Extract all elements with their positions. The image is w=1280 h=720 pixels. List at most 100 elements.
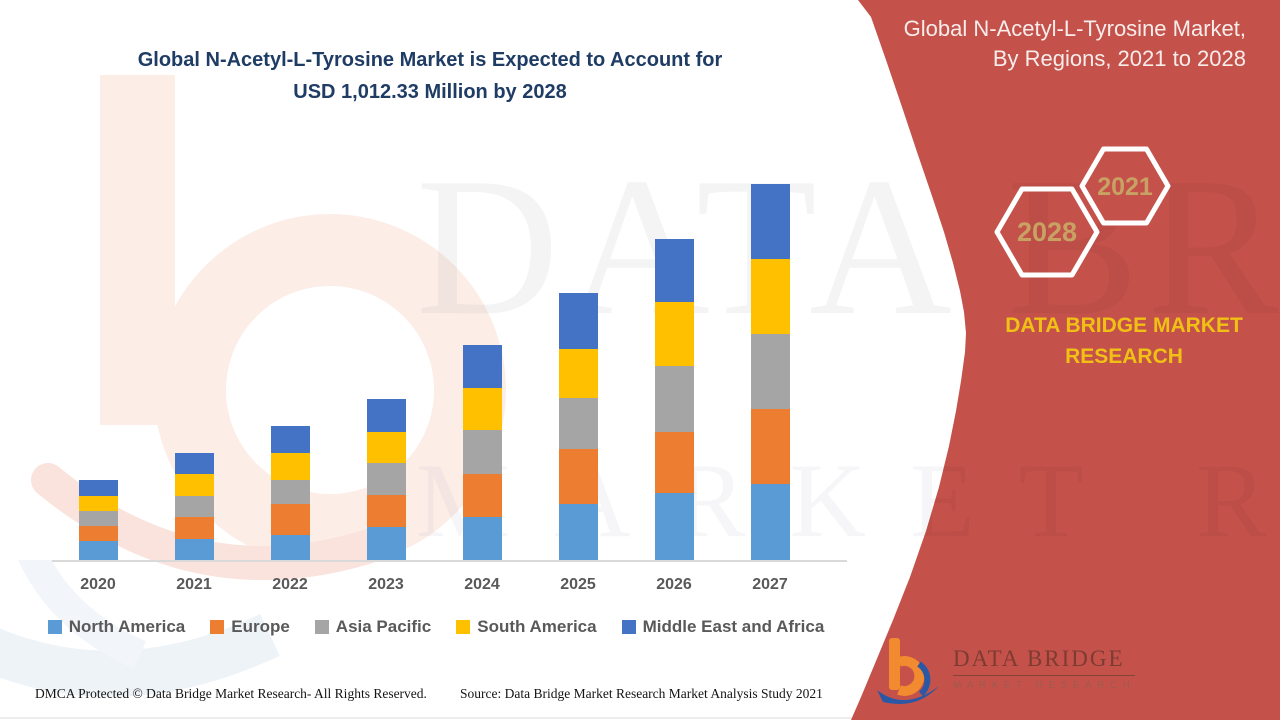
watermark-swoosh-2 — [18, 560, 147, 669]
bar-2020-segment-middle-east-and-africa — [78, 480, 118, 496]
bar-2027-segment-asia-pacific — [750, 334, 790, 409]
legend-label: Asia Pacific — [335, 617, 432, 636]
logo-subtext: MARKET RESEARCH — [953, 680, 1136, 691]
bar-2024-segment-north-america — [462, 517, 502, 560]
bar-2025-segment-asia-pacific — [558, 398, 598, 449]
bar-2025-segment-middle-east-and-africa — [558, 293, 598, 349]
logo-swoosh-icon — [877, 686, 939, 704]
bar-2022-segment-middle-east-and-africa — [270, 426, 310, 453]
bar-2021-segment-north-america — [174, 539, 214, 560]
legend-swatch-icon — [47, 620, 62, 634]
bottom-divider — [0, 717, 856, 719]
bar-2022-segment-asia-pacific — [270, 480, 310, 504]
bar-2024-segment-europe — [462, 474, 502, 517]
bar-2025-segment-south-america — [558, 349, 598, 398]
x-axis-label-2026: 2026 — [656, 576, 692, 593]
logo-b-stem — [889, 638, 900, 690]
bar-2024 — [462, 345, 502, 560]
x-axis-label-2021: 2021 — [176, 576, 212, 593]
bar-chart: 2020 2021 2022 2023 2024 2025 2026 2027 — [52, 184, 847, 593]
footer-source: Source: Data Bridge Market Research Mark… — [460, 686, 823, 701]
legend-item-europe: Europe — [210, 617, 290, 637]
hexagon-2028-label: 2028 — [1017, 217, 1077, 247]
sidebar-title: Global N-Acetyl-L-Tyrosine Market, By Re… — [904, 14, 1246, 74]
bar-2024-segment-south-america — [462, 388, 502, 430]
bar-2027-segment-north-america — [750, 484, 790, 560]
bar-2023-segment-south-america — [366, 432, 406, 463]
x-axis-label-2024: 2024 — [464, 576, 500, 593]
x-axis-label-2022: 2022 — [272, 576, 308, 593]
bar-2024-segment-middle-east-and-africa — [462, 345, 502, 388]
legend-swatch-icon — [314, 620, 329, 634]
x-axis-line — [52, 560, 847, 562]
bar-2026-segment-europe — [654, 432, 694, 493]
bar-2020-segment-north-america — [78, 541, 118, 560]
bar-2025-segment-europe — [558, 449, 598, 504]
legend-item-north-america: North America — [47, 617, 186, 637]
page-title: Global N-Acetyl-L-Tyrosine Market is Exp… — [55, 44, 805, 108]
logo-wordmark-text: DATA BRIDGE — [953, 646, 1136, 676]
bar-2020-segment-europe — [78, 526, 118, 541]
bar-2022-segment-south-america — [270, 453, 310, 480]
legend-item-south-america: South America — [456, 617, 597, 637]
bar-2022 — [270, 426, 310, 560]
bar-2021-segment-europe — [174, 517, 214, 539]
x-axis-label-2025: 2025 — [560, 576, 596, 593]
chart-legend: North America Europe Asia Pacific South Ame… — [16, 617, 856, 637]
bar-2027 — [750, 184, 790, 560]
legend-swatch-icon — [456, 620, 471, 634]
bar-2024-segment-asia-pacific — [462, 430, 502, 474]
bar-2022-segment-north-america — [270, 535, 310, 560]
brand-logo-icon — [877, 638, 939, 704]
x-axis-label-2020: 2020 — [80, 576, 116, 593]
hexagon-badges: 2028 2021 — [994, 146, 1171, 278]
legend-label: North America — [68, 617, 186, 636]
hexagon-2021-icon — [1079, 146, 1171, 226]
bar-2021-segment-south-america — [174, 474, 214, 496]
bar-2027-segment-middle-east-and-africa — [750, 184, 790, 259]
brand-text: DATA BRIDGE MARKET RESEARCH — [984, 310, 1264, 372]
legend-swatch-icon — [621, 620, 636, 634]
logo-d-curve — [917, 661, 931, 697]
legend-swatch-icon — [210, 620, 225, 634]
logo-b-bowl — [897, 656, 925, 696]
bar-2021-segment-middle-east-and-africa — [174, 453, 214, 474]
bar-2026-segment-south-america — [654, 302, 694, 366]
bar-2021 — [174, 453, 214, 560]
legend-label: South America — [477, 617, 597, 636]
x-axis-label-2027: 2027 — [752, 576, 788, 593]
bar-2026 — [654, 239, 694, 560]
bar-2026-segment-asia-pacific — [654, 366, 694, 432]
page-title-line-1: Global N-Acetyl-L-Tyrosine Market is Exp… — [137, 49, 723, 71]
legend-label: Europe — [231, 617, 290, 636]
bar-2025-segment-north-america — [558, 504, 598, 560]
brand-logo-wordmark: DATA BRIDGE MARKET RESEARCH — [953, 646, 1136, 691]
bar-2025 — [558, 293, 598, 560]
footer-copyright: DMCA Protected © Data Bridge Market Rese… — [35, 686, 427, 701]
bar-2021-segment-asia-pacific — [174, 496, 214, 517]
brand-text-line-1: DATA BRIDGE MARKET — [1005, 314, 1243, 337]
bar-2023-segment-middle-east-and-africa — [366, 399, 406, 432]
watermark-swoosh-1 — [0, 614, 280, 697]
bar-2020-segment-asia-pacific — [78, 511, 118, 526]
brand-text-line-2: RESEARCH — [1065, 345, 1183, 368]
bar-2027-segment-europe — [750, 409, 790, 484]
bar-2023-segment-north-america — [366, 527, 406, 560]
sidebar-title-line-2: By Regions, 2021 to 2028 — [992, 46, 1246, 71]
bar-2020 — [78, 480, 118, 560]
hexagon-2021-label: 2021 — [1097, 173, 1153, 201]
bar-2023-segment-europe — [366, 495, 406, 527]
bar-2023 — [366, 399, 406, 560]
bar-2020-segment-south-america — [78, 496, 118, 511]
hexagon-2028-icon — [994, 186, 1100, 278]
bar-2023-segment-asia-pacific — [366, 463, 406, 495]
page-title-line-2: USD 1,012.33 Million by 2028 — [293, 81, 567, 103]
legend-item-middle-east-and-africa: Middle East and Africa — [621, 617, 824, 637]
bar-2022-segment-europe — [270, 504, 310, 535]
bar-2026-segment-north-america — [654, 493, 694, 560]
bar-2026-segment-middle-east-and-africa — [654, 239, 694, 302]
legend-item-asia-pacific: Asia Pacific — [314, 617, 432, 637]
x-axis-label-2023: 2023 — [368, 576, 404, 593]
